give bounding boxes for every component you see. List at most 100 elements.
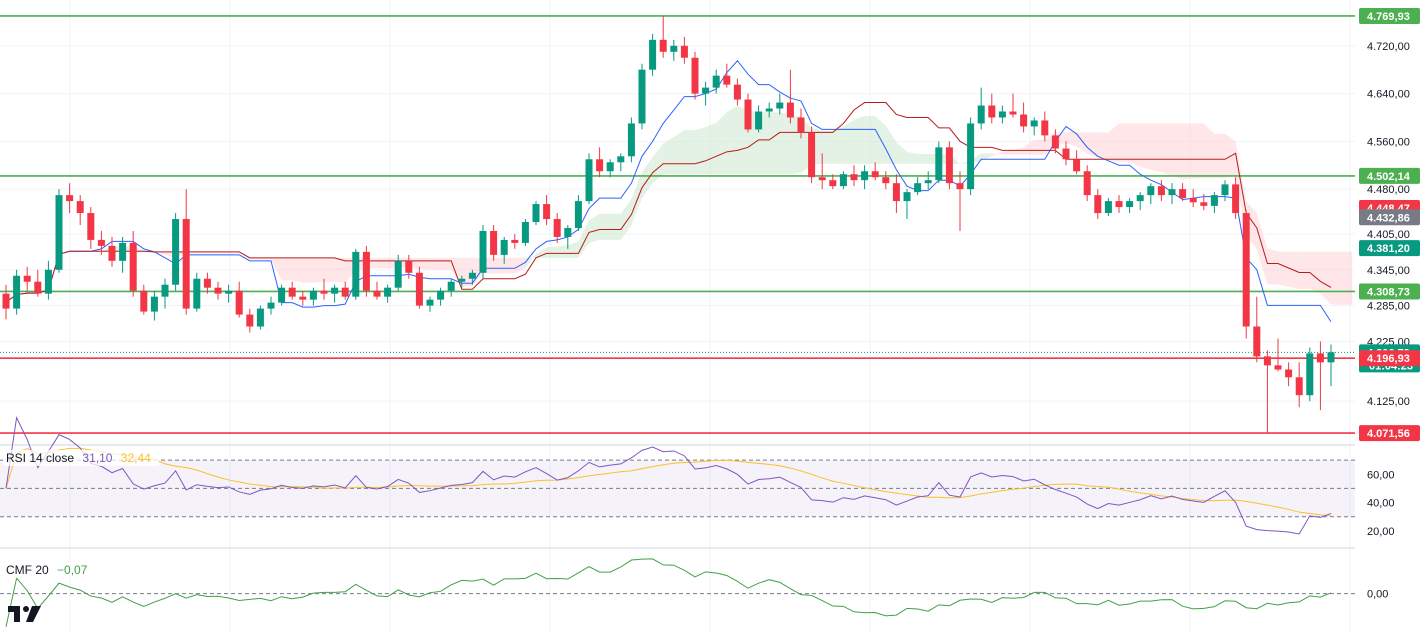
cloud-segment	[822, 130, 833, 164]
cloud-segment	[334, 257, 346, 283]
candle-body	[1295, 377, 1303, 396]
cloud-segment	[917, 154, 929, 164]
cloud-segment	[1150, 123, 1162, 172]
price-tick-label: 4.480,00	[1367, 184, 1410, 196]
kijun-line	[5, 102, 1332, 303]
cloud-segment	[1097, 132, 1109, 161]
candle-body	[808, 132, 816, 178]
candle-body	[182, 219, 190, 309]
candle-body	[574, 201, 582, 228]
cmf-legend[interactable]: CMF 20 −0,07	[3, 562, 96, 578]
cloud-segment	[1087, 132, 1098, 158]
cloud-segment	[907, 151, 918, 164]
candle-body	[447, 281, 455, 291]
candle-body	[659, 39, 667, 52]
price-tag	[1359, 7, 1420, 24]
price-tag-label: 4.769,93	[1367, 11, 1410, 23]
candle-body	[55, 195, 63, 270]
candle-body	[140, 290, 148, 312]
candle-body	[712, 75, 720, 88]
candle-body	[479, 230, 487, 273]
cloud-segment	[864, 115, 876, 164]
candle-body	[765, 108, 773, 112]
cloud-segment	[673, 130, 685, 175]
candle-body	[341, 287, 349, 297]
cloud-segment	[779, 112, 791, 175]
price-tag-label: 4.308,73	[1367, 286, 1410, 298]
price-tag	[1359, 209, 1420, 226]
candles[interactable]	[2, 15, 1335, 434]
candle-body	[1020, 114, 1028, 127]
candle-body	[490, 230, 498, 255]
cloud-segment	[1278, 251, 1289, 287]
cmf-pane[interactable]	[0, 547, 1415, 627]
candle-body	[988, 105, 996, 118]
candle-body	[13, 275, 21, 309]
price-tick-label: 4.345,00	[1367, 265, 1410, 277]
cloud-segment	[1214, 133, 1225, 178]
cloud-segment	[504, 257, 515, 274]
candle-body	[914, 183, 922, 193]
candle-body	[691, 57, 699, 94]
cloud-segment	[1182, 123, 1194, 180]
candle-body	[776, 102, 784, 109]
candle-body	[861, 171, 869, 181]
cloud-segment	[271, 257, 282, 281]
cloud-segment	[599, 213, 611, 240]
candle-body	[1051, 135, 1059, 149]
candle-body	[723, 75, 731, 85]
cloud-segment	[1108, 123, 1119, 163]
cloud-segment	[1309, 251, 1321, 294]
candle-body	[892, 183, 900, 202]
price-tick-label: 4.640,00	[1367, 89, 1410, 101]
cloud-segment	[281, 257, 293, 281]
rsi-tick-label: 40,00	[1367, 498, 1395, 510]
cloud-segment	[536, 247, 547, 258]
candle-body	[66, 195, 74, 202]
candle-body	[596, 159, 604, 172]
rsi-pane[interactable]	[0, 416, 1415, 535]
tradingview-logo-icon[interactable]	[8, 604, 42, 624]
candle-body	[564, 227, 572, 237]
cloud-segment	[1203, 123, 1215, 178]
candle-body	[320, 290, 328, 294]
price-axis[interactable]: 4.720,00 4.640,00 4.560,00 4.480,00 4.405,00…	[1355, 0, 1423, 633]
cmf-line	[5, 558, 1332, 627]
candle-body	[331, 287, 339, 294]
candle-body	[670, 45, 678, 52]
candle-body	[225, 290, 233, 294]
candle-body	[850, 174, 858, 181]
candle-body	[1200, 202, 1208, 206]
candle-body	[627, 123, 635, 157]
cloud-segment	[991, 151, 1003, 157]
cloud-segment	[1341, 251, 1353, 305]
rsi-ma-line	[5, 447, 1332, 517]
tenkan-line	[5, 59, 1332, 323]
cloud-segment	[1172, 123, 1183, 180]
candle-body	[829, 180, 837, 187]
candle-body	[1041, 120, 1049, 136]
cloud-segment	[705, 122, 717, 175]
candle-body	[2, 293, 10, 309]
candle-body	[352, 251, 360, 297]
cloud-segment	[1129, 123, 1141, 167]
candle-body	[394, 260, 402, 288]
candle-body	[1136, 195, 1144, 202]
candle-body	[744, 99, 752, 130]
candle-body	[553, 219, 561, 237]
cloud-segment	[1119, 123, 1130, 163]
rsi-label: RSI 14 close	[6, 451, 75, 465]
candle-body	[1083, 171, 1091, 196]
cloud-segment	[885, 125, 897, 164]
candle-body	[1316, 353, 1324, 363]
rsi-tick-label: 60,00	[1367, 469, 1395, 481]
rsi-legend[interactable]: RSI 14 close 31,10 32,44	[3, 450, 159, 466]
candle-body	[500, 239, 508, 255]
candle-body	[617, 156, 625, 163]
candle-body	[1126, 201, 1134, 208]
cloud-segment	[1013, 147, 1024, 155]
cloud-segment	[769, 112, 780, 175]
price-tick-label: 4.405,00	[1367, 229, 1410, 241]
cloud-segment	[546, 246, 558, 258]
